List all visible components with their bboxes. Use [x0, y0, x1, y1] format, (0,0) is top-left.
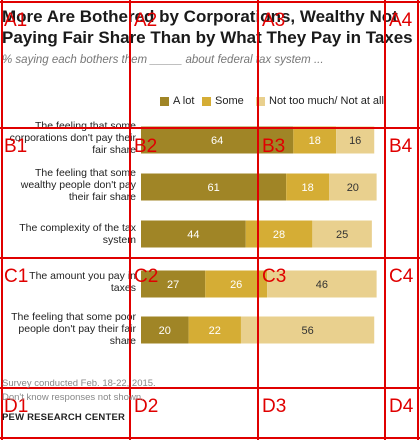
- grid-cell-label-c3: C3: [262, 266, 286, 287]
- grid-cell-label-b1: B1: [4, 136, 27, 157]
- grid-cell-label-a2: A2: [134, 10, 157, 31]
- bar-row4-a-lot: [141, 270, 206, 298]
- bar-row3-some: [245, 220, 313, 248]
- grid-cell-label-c1: C1: [4, 266, 28, 287]
- bar-row1-a-lot: [141, 126, 294, 154]
- bar-row1-not-much: [336, 126, 375, 154]
- data-label-row5-some: 22: [209, 325, 221, 337]
- grid-cell-label-b4: B4: [389, 136, 413, 157]
- data-label-row1-a-lot: 64: [211, 135, 223, 147]
- bar-row2-a-lot: [141, 173, 287, 201]
- bar-row1-some: [293, 126, 337, 154]
- legend-label-not-much: Not too much/ Not at all: [269, 95, 384, 107]
- legend-item-not-much: Not too much/ Not at all: [256, 95, 384, 107]
- data-label-row2-some: 18: [301, 182, 313, 194]
- row-label-poor: The feeling that some poor people don't …: [11, 311, 136, 347]
- bar-row5-some: [188, 316, 241, 344]
- grid-cell-label-a3: A3: [262, 10, 285, 31]
- grid-cell-label-d3: D3: [262, 396, 286, 417]
- legend-item-a-lot: A lot: [160, 95, 194, 107]
- data-label-row4-a-lot: 27: [167, 279, 179, 291]
- bar-row3-not-much: [312, 220, 372, 248]
- legend-label-a-lot: A lot: [173, 95, 195, 107]
- note-survey: Survey conducted Feb. 18-22, 2015.: [2, 378, 156, 389]
- legend-swatch-some: [202, 96, 211, 106]
- grid-cell-label-c4: C4: [389, 266, 414, 287]
- legend-label-some: Some: [215, 95, 244, 107]
- note-dont-know: Don't know responses not shown.: [2, 392, 144, 403]
- data-label-row5-not-much: 56: [301, 325, 313, 337]
- bar-row4-not-much: [267, 270, 377, 298]
- grid-cell-label-d2: D2: [134, 396, 158, 417]
- bar-row3-a-lot: [141, 220, 246, 248]
- legend-item-some: Some: [202, 95, 244, 107]
- data-label-row1-some: 18: [309, 135, 321, 147]
- bar-row5-not-much: [240, 316, 375, 344]
- legend-swatch-not-much: [256, 96, 265, 106]
- source-label: PEW RESEARCH CENTER: [2, 412, 126, 423]
- bar-row2-some: [286, 173, 330, 201]
- data-label-row4-not-much: 46: [316, 279, 328, 291]
- row-label-wealthy: The feeling that some wealthy people don…: [20, 167, 136, 203]
- row-label-complexity: The complexity of the tax system: [19, 222, 136, 246]
- grid-cell-label-b2: B2: [134, 136, 157, 157]
- grid-cell-label-d4: D4: [389, 396, 414, 417]
- grid-cell-label-d1: D1: [4, 396, 28, 417]
- data-label-row1-not-much: 16: [349, 135, 361, 147]
- data-label-row2-not-much: 20: [347, 182, 359, 194]
- chart-subtitle: % saying each bothers them _____ about f…: [2, 54, 324, 66]
- data-label-row5-a-lot: 20: [159, 325, 171, 337]
- grid-cell-label-b3: B3: [262, 136, 285, 157]
- data-label-row3-a-lot: 44: [187, 229, 199, 241]
- chart-title: More Are Bothered by Corporations, Wealt…: [2, 7, 413, 47]
- legend-swatch-a-lot: [160, 96, 169, 106]
- data-label-row4-some: 26: [230, 279, 242, 291]
- bar-row4-some: [205, 270, 268, 298]
- bar-row5-a-lot: [141, 316, 189, 344]
- grid-cell-label-c2: C2: [134, 266, 158, 287]
- data-label-row2-a-lot: 61: [207, 182, 219, 194]
- grid-cell-label-a4: A4: [389, 10, 413, 31]
- grid-cell-label-a1: A1: [4, 10, 27, 31]
- bar-row2-not-much: [329, 173, 377, 201]
- data-label-row3-some: 28: [273, 229, 285, 241]
- data-label-row3-not-much: 25: [336, 229, 348, 241]
